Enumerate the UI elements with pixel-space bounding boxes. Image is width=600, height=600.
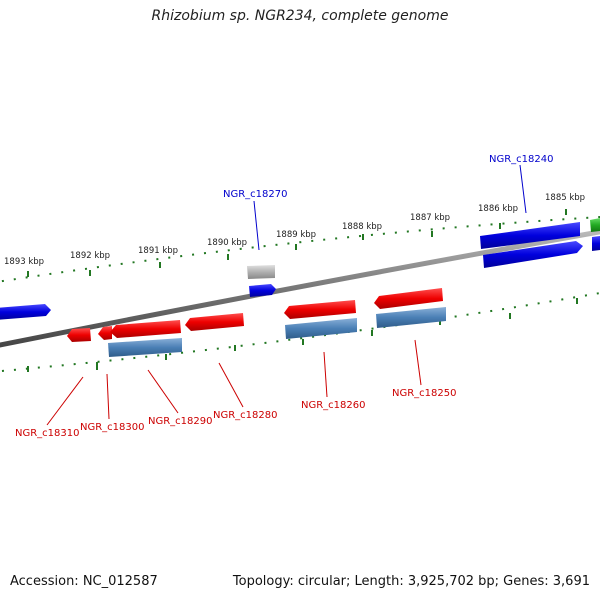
scale-labels: 1893 kbp 1892 kbp 1891 kbp 1890 kbp 1889… <box>4 193 585 267</box>
gene-left-blue[interactable] <box>0 304 51 320</box>
blast-hit-NGR_c18250[interactable] <box>376 307 446 328</box>
scale-label: 1885 kbp <box>545 193 585 203</box>
gene-right-green[interactable] <box>590 218 600 232</box>
accession-text: Accession: NC_012587 <box>10 574 158 589</box>
scale-label: 1893 kbp <box>4 257 44 267</box>
gene-label: NGR_c18290 <box>148 416 213 427</box>
scale-label: 1890 kbp <box>207 238 247 248</box>
outer-major-ticks <box>27 209 567 277</box>
map-title: Rhizobium sp. NGR234, complete genome <box>151 8 449 24</box>
gene-label: NGR_c18260 <box>301 400 366 411</box>
label-leaders-bottom <box>46 339 422 426</box>
gene-label: NGR_c18300 <box>80 422 145 433</box>
gene-label: NGR_c18310 <box>15 428 80 439</box>
scale-label: 1886 kbp <box>478 204 518 214</box>
gene-label: NGR_c18280 <box>213 410 278 421</box>
gene-label: NGR_c18250 <box>392 388 457 399</box>
inner-major-ticks <box>27 298 578 372</box>
gene-NGR_c18260[interactable] <box>284 300 356 319</box>
genome-stats-text: Topology: circular; Length: 3,925,702 bp… <box>232 574 590 589</box>
gene-NGR_c18270[interactable] <box>249 284 276 297</box>
gene-NGR_c18250[interactable] <box>374 288 443 309</box>
gene-right-blue[interactable] <box>592 236 600 251</box>
gene-NGR_c18310[interactable] <box>67 328 91 342</box>
scale-label: 1889 kbp <box>276 230 316 240</box>
gene-NGR_c18300[interactable] <box>98 326 112 340</box>
gene-NGR_c18240[interactable] <box>483 241 583 268</box>
outer-tick-track <box>0 216 600 283</box>
scale-label: 1891 kbp <box>138 246 178 256</box>
scale-label: 1887 kbp <box>410 213 450 223</box>
scale-label: 1892 kbp <box>70 251 110 261</box>
gene-NGR_c18290[interactable] <box>110 320 181 338</box>
gene-NGR_c18280[interactable] <box>185 313 244 331</box>
gene-labels-bottom: NGR_c18310 NGR_c18300 NGR_c18290 NGR_c18… <box>15 388 457 439</box>
gene-label: NGR_c18240 <box>489 154 554 165</box>
gene-label: NGR_c18270 <box>223 189 288 200</box>
blast-hit-NGR_c18260[interactable] <box>285 318 357 339</box>
inner-tick-track <box>0 292 600 373</box>
gene-NGR_c18240-blast[interactable] <box>480 222 580 249</box>
gene-pseudo-gray[interactable] <box>247 265 275 279</box>
gene-labels-top: NGR_c18270 NGR_c18240 <box>223 154 554 200</box>
label-leaders-top <box>253 164 527 251</box>
blast-hit-NGR_c18290[interactable] <box>108 338 182 357</box>
scale-label: 1888 kbp <box>342 222 382 232</box>
